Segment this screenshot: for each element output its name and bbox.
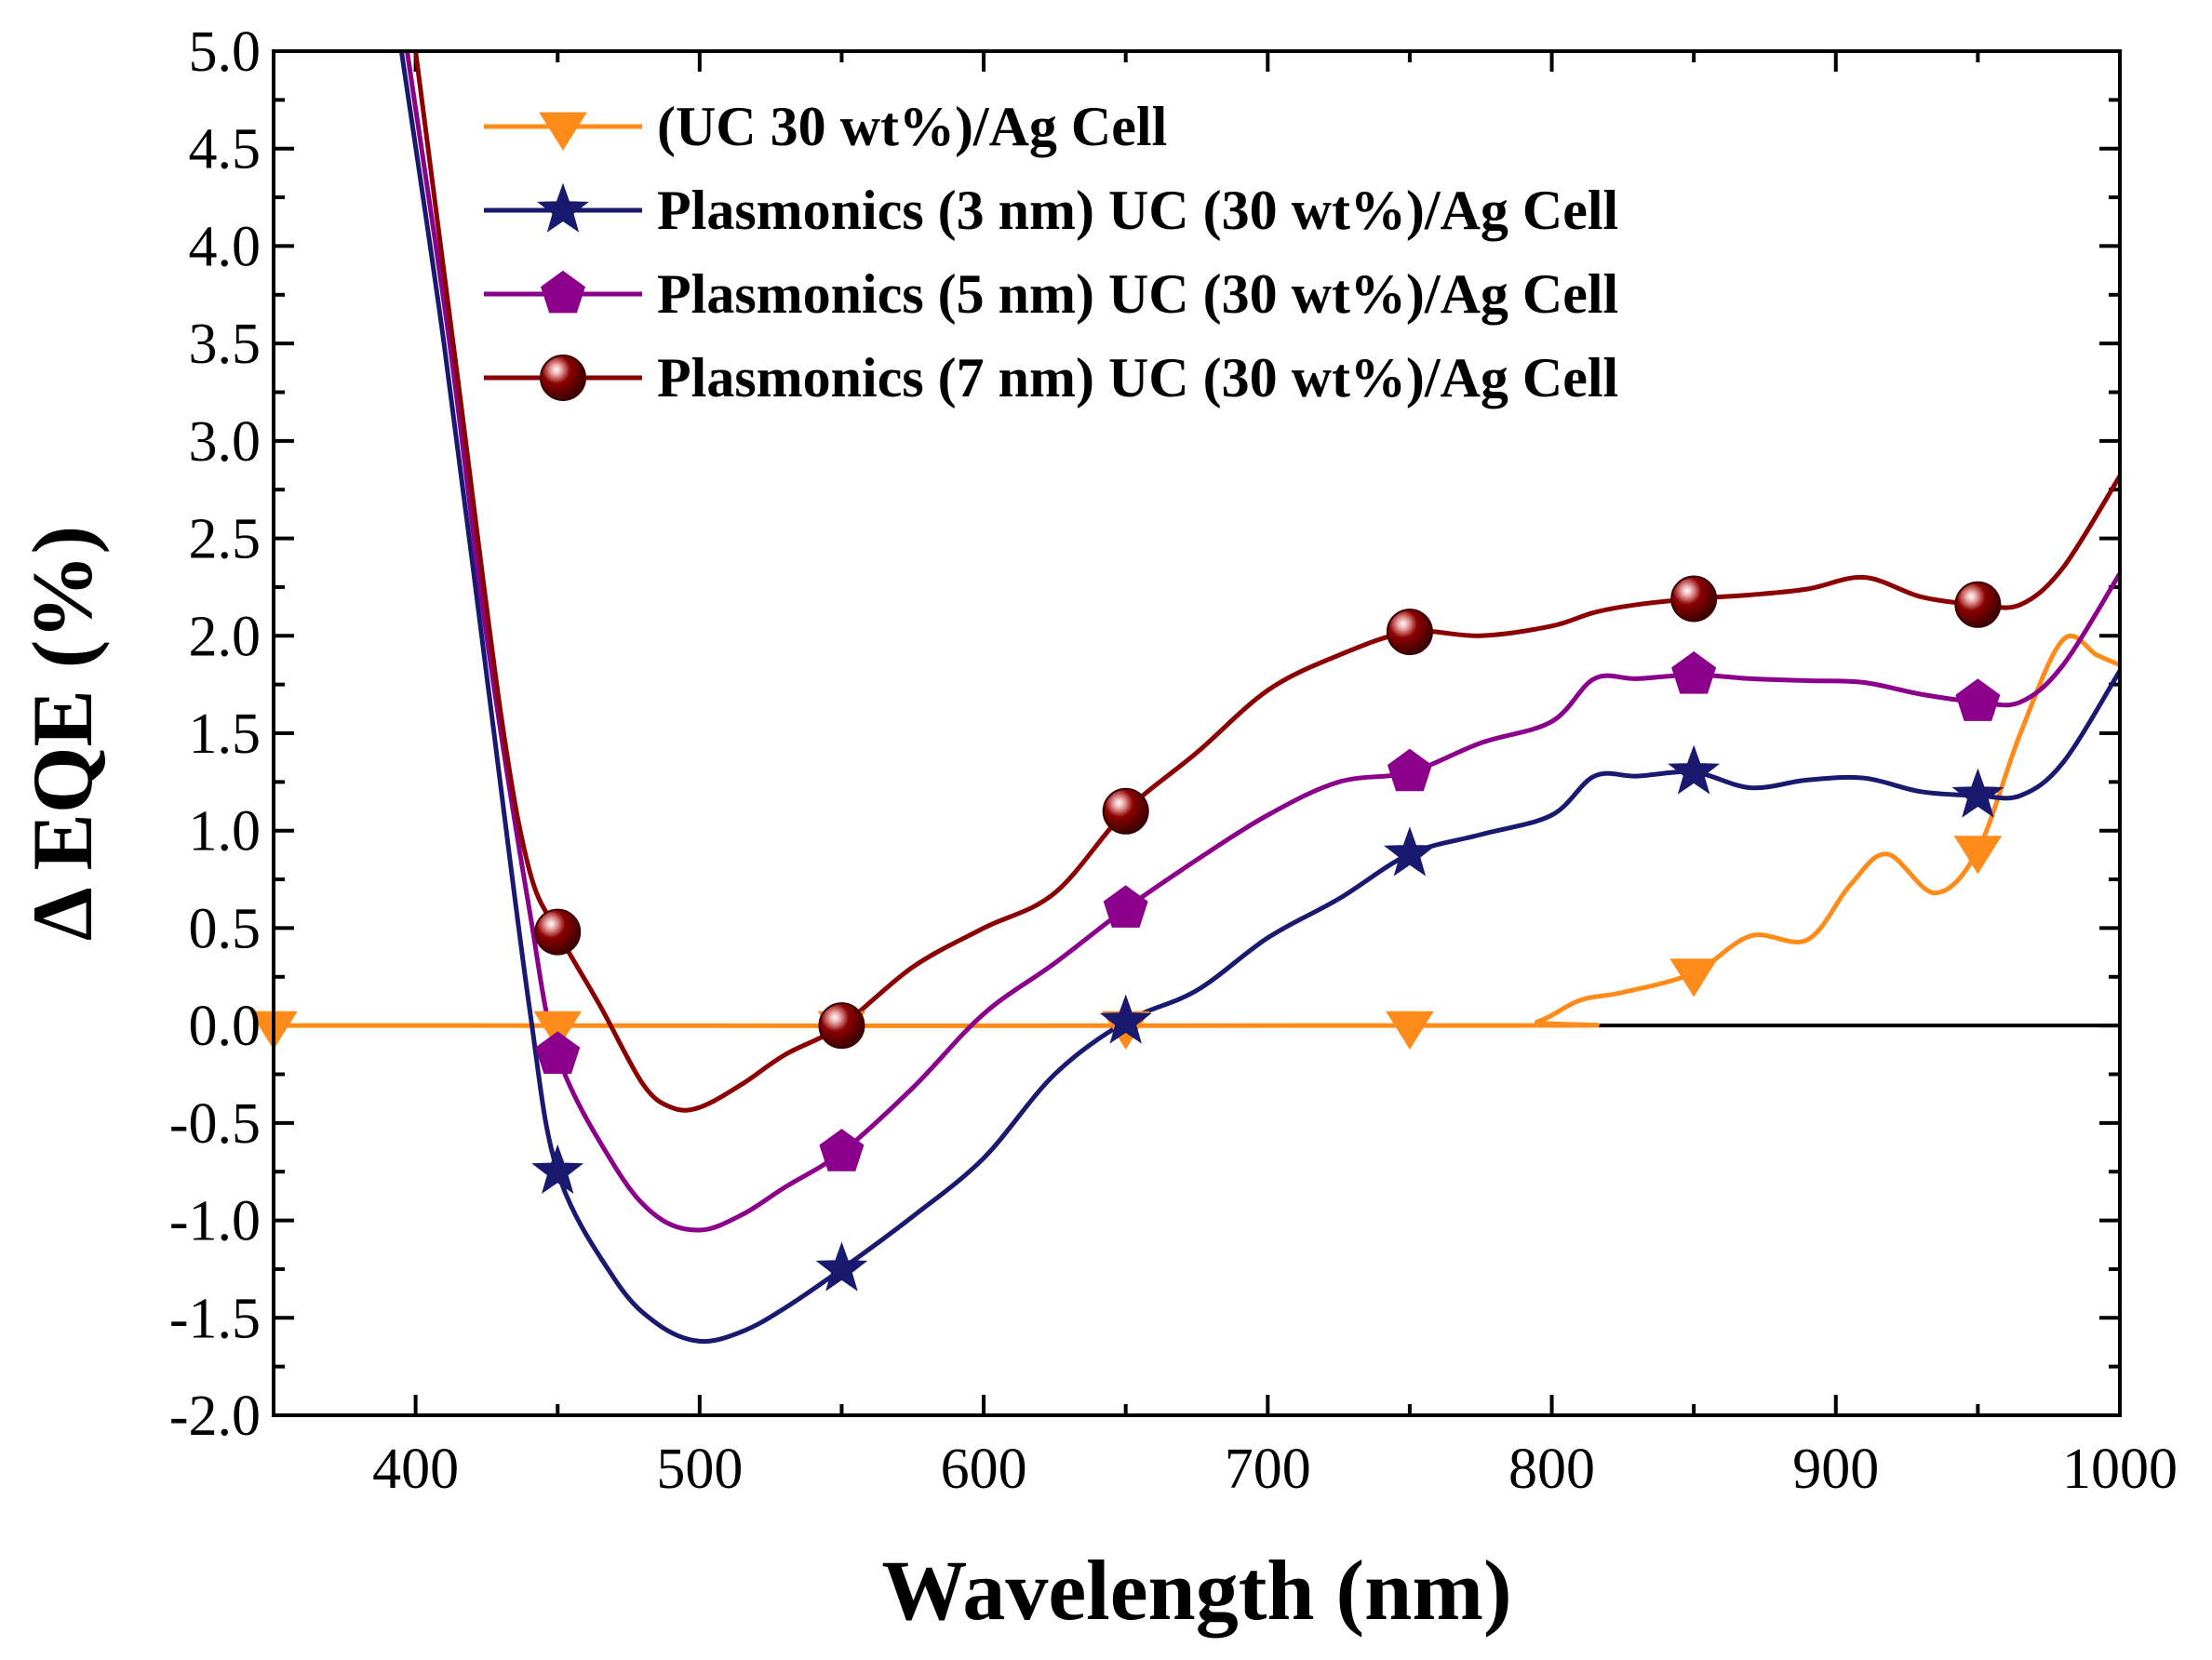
marker-uc-30wt — [533, 1011, 583, 1051]
x-tick-label: 1000 — [2062, 1438, 2178, 1501]
legend-marker-plasmonics-5nm — [541, 270, 585, 314]
marker-plasmonics-7nm — [818, 1002, 865, 1050]
x-axis-title: Wavelength (nm) — [881, 1543, 1511, 1638]
legend-marker-plasmonics-3nm — [537, 182, 589, 233]
x-tick-label: 800 — [1508, 1438, 1595, 1501]
tick-labels: 400 500 600 700 800 900 1000 -2.0 -1.5 -1.0 -0.5 0.… — [169, 20, 2178, 1501]
y-tick-label: 4.5 — [189, 118, 261, 181]
marker-plasmonics-7nm — [1670, 575, 1718, 622]
marker-plasmonics-3nm — [1951, 768, 2004, 818]
marker-plasmonics-3nm — [815, 1241, 868, 1292]
marker-plasmonics-3nm — [1668, 744, 1721, 795]
plot-frame — [272, 49, 2122, 1417]
legend-label-plasmonics-5nm: Plasmonics (5 nm) UC (30 wt%)/Ag Cell — [657, 263, 1618, 325]
legend-label-plasmonics-7nm: Plasmonics (7 nm) UC (30 wt%)/Ag Cell — [657, 347, 1618, 408]
y-tick-label: 0.5 — [189, 897, 261, 960]
marker-plasmonics-7nm — [1954, 581, 2002, 628]
marker-plasmonics-5nm — [1387, 748, 1432, 792]
y-tick-label: 1.5 — [189, 703, 261, 766]
y-tick-label: 5.0 — [189, 20, 261, 84]
legend-marker-plasmonics-7nm — [540, 355, 586, 401]
y-tick-label: -1.5 — [169, 1287, 261, 1350]
y-tick-label: 2.5 — [189, 508, 261, 571]
marker-plasmonics-3nm — [1099, 994, 1152, 1044]
y-tick-label: 3.5 — [189, 313, 261, 376]
y-axis-title: Δ EQE (%) — [15, 526, 110, 941]
y-tick-label: 2.0 — [189, 605, 261, 668]
y-tick-label: 4.0 — [189, 215, 261, 278]
x-tick-label: 700 — [1225, 1438, 1311, 1501]
legend-marker-uc-30wt — [539, 112, 587, 151]
y-tick-label: -1.0 — [169, 1190, 261, 1253]
x-tick-label: 400 — [372, 1438, 459, 1501]
marker-layer — [249, 575, 2004, 1292]
marker-uc-30wt — [1386, 1011, 1434, 1051]
x-tick-label: 600 — [941, 1438, 1027, 1501]
marker-plasmonics-5nm — [819, 1129, 865, 1171]
series-layer — [274, 51, 2120, 1345]
marker-plasmonics-7nm — [534, 908, 582, 956]
x-tick-label: 500 — [656, 1438, 743, 1501]
legend-label-plasmonics-3nm: Plasmonics (3 nm) UC (30 wt%)/Ag Cell — [657, 180, 1618, 241]
marker-plasmonics-5nm — [535, 1031, 581, 1074]
legend: (UC 30 wt%)/Ag Cell Plasmonics (3 nm) UC … — [484, 96, 1618, 408]
marker-uc-30wt — [1669, 958, 1718, 997]
series-line-plasmonics-7nm — [413, 51, 2120, 1113]
marker-plasmonics-5nm — [1671, 650, 1717, 694]
marker-plasmonics-3nm — [1383, 826, 1436, 877]
marker-uc-30wt — [1953, 836, 2003, 875]
marker-plasmonics-5nm — [1955, 678, 2001, 721]
marker-plasmonics-5nm — [1103, 885, 1148, 928]
y-tick-label: 0.0 — [189, 995, 261, 1058]
legend-label-uc-30wt: (UC 30 wt%)/Ag Cell — [657, 96, 1167, 157]
y-tick-label: 3.0 — [189, 410, 261, 474]
x-tick-label: 900 — [1792, 1438, 1879, 1501]
marker-plasmonics-7nm — [1386, 609, 1433, 656]
y-tick-label: -0.5 — [169, 1092, 261, 1156]
marker-plasmonics-7nm — [1102, 787, 1149, 835]
marker-plasmonics-3nm — [531, 1144, 584, 1195]
y-tick-label: 1.0 — [189, 800, 261, 863]
series-line-plasmonics-3nm — [398, 51, 2120, 1345]
y-tick-label: -2.0 — [169, 1385, 261, 1448]
